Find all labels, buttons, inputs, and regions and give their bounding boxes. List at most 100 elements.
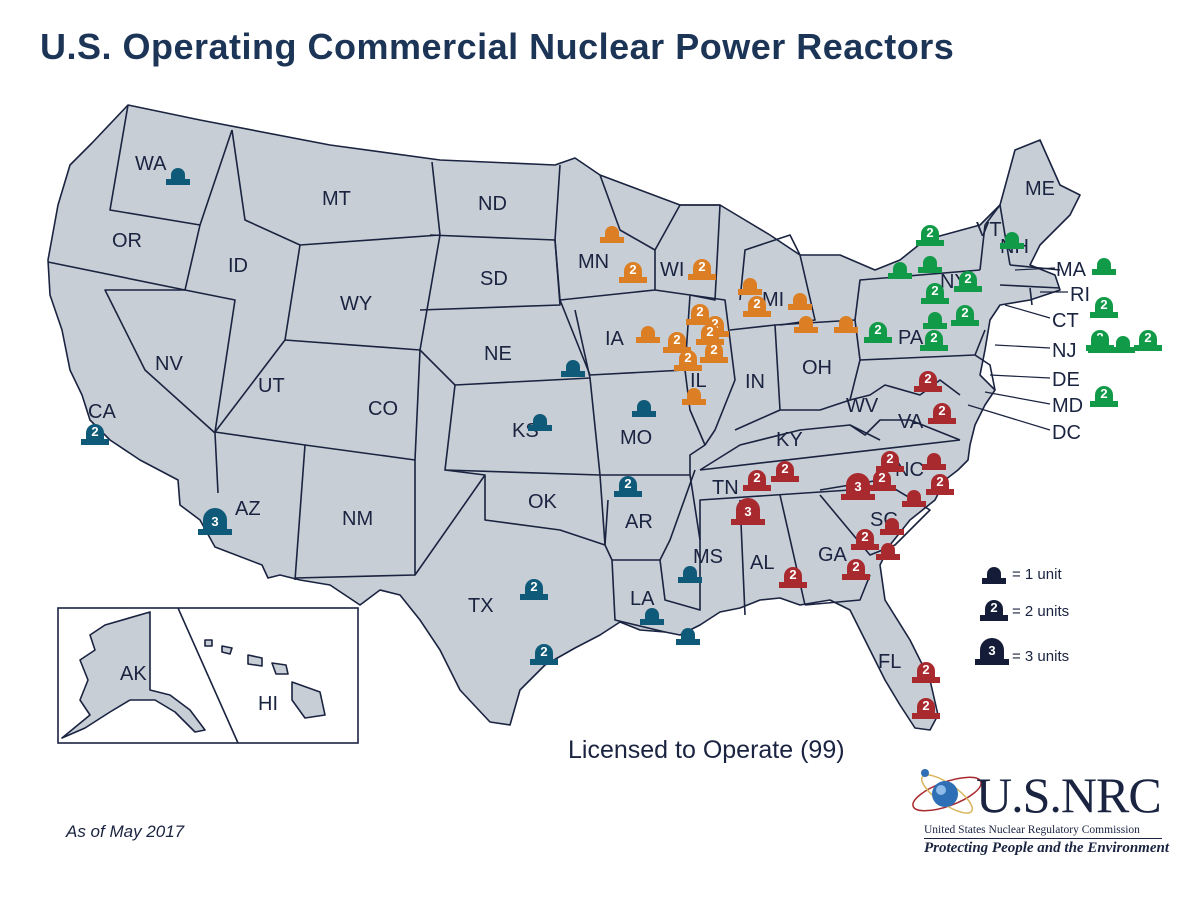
reactor-marker-ne [561, 360, 585, 377]
reactor-unit-count: 2 [753, 296, 760, 311]
reactor-marker-nc: 2 [926, 474, 954, 495]
reactor-marker-ks [528, 414, 552, 431]
reactor-unit-count: 2 [930, 330, 937, 345]
state-label-va: VA [898, 411, 924, 433]
state-label-me: ME [1025, 178, 1055, 200]
reactor-marker-pa-base [864, 337, 892, 343]
reactor-unit-count: 2 [924, 371, 931, 386]
state-label-il: IL [690, 370, 707, 392]
reactor-unit-count: 2 [684, 350, 691, 365]
reactor-marker-ma-base [1092, 269, 1116, 275]
reactor-marker-ma-dome [1097, 258, 1111, 270]
reactor-marker-ny [918, 256, 942, 273]
state-label-mo: MO [620, 427, 652, 449]
reactor-marker-nc-dome [927, 453, 941, 465]
reactor-marker-il-dome [705, 342, 723, 358]
reactor-marker-ia-base [636, 337, 660, 343]
reactor-marker-al-base [779, 582, 807, 588]
reactor-unit-count: 2 [698, 259, 705, 274]
legend-marker-one-dome [987, 567, 1001, 579]
reactor-marker-tx: 2 [520, 579, 548, 600]
state-label-ky: KY [776, 429, 803, 451]
state-label-nm: NM [342, 508, 373, 530]
state-label-ut: UT [258, 375, 285, 397]
state-label-co: CO [368, 398, 398, 420]
reactor-marker-ms-dome [683, 566, 697, 578]
reactor-marker-oh-dome [839, 316, 853, 328]
reactor-marker-ct-base [1090, 312, 1118, 318]
reactor-marker-il-dome [691, 304, 709, 320]
reactor-marker-ny-base [916, 240, 944, 246]
reactor-marker-mn [600, 226, 624, 243]
reactor-marker-il-base [686, 319, 714, 325]
reactor-unit-count: 2 [922, 698, 929, 713]
reactor-marker-nc: 2 [876, 451, 904, 472]
reactor-marker-ct-dome [1095, 297, 1113, 313]
reactor-marker-tx-base [530, 659, 558, 665]
reactor-marker-il-dome [687, 388, 701, 400]
reactor-marker-va-base [928, 418, 956, 424]
state-label-tx: TX [468, 595, 494, 617]
reactor-marker-la-base [676, 639, 700, 645]
reactor-marker-al-dome [736, 498, 760, 520]
page-title: U.S. Operating Commercial Nuclear Power … [40, 26, 955, 67]
legend-three-number: 3 [988, 643, 995, 658]
reactor-marker-mo [632, 400, 656, 417]
reactor-marker-va-dome [919, 371, 937, 387]
reactor-marker-va-base [914, 386, 942, 392]
reactor-marker-az-base [198, 529, 232, 535]
reactor-unit-count: 3 [211, 514, 218, 529]
state-label-md: MD [1052, 395, 1083, 417]
reactor-marker-ga: 2 [842, 559, 870, 580]
reactor-marker-ga-dome [856, 529, 874, 545]
reactor-marker-il: 2 [674, 350, 702, 371]
legend-marker-three-dome [980, 638, 1004, 660]
reactor-marker-la [676, 628, 700, 645]
reactor-marker-ny-dome [923, 256, 937, 268]
reactor-marker-ga-dome [847, 559, 865, 575]
reactor-marker-ga-base [851, 544, 879, 550]
reactor-marker-tn: 2 [771, 461, 799, 482]
legend-marker-two: 2 [980, 600, 1008, 621]
reactor-marker-tx-dome [535, 644, 553, 660]
state-label-ak: AK [120, 663, 147, 685]
reactor-marker-ar-dome [619, 476, 637, 492]
state-borders [47, 104, 1061, 633]
reactor-marker-mi-dome [748, 296, 766, 312]
legend-marker-two-base [980, 615, 1008, 621]
reactor-marker-nj-dome [1139, 330, 1157, 346]
legend-two-units: = 2 units [1012, 603, 1070, 620]
reactor-unit-count: 2 [861, 529, 868, 544]
state-label-nd: ND [478, 193, 507, 215]
reactor-marker-mi-dome [793, 293, 807, 305]
reactor-marker-fl-base [912, 677, 940, 683]
reactor-marker-nc-base [926, 489, 954, 495]
reactor-marker-sc: 3 [841, 473, 875, 500]
reactor-marker-il-base [700, 357, 728, 363]
reactor-marker-nh-base [1000, 243, 1024, 249]
reactor-marker-la-dome [681, 628, 695, 640]
reactor-marker-il-base [696, 339, 724, 345]
reactor-marker-sc-base [868, 485, 896, 491]
reactor-marker-al-base [731, 519, 765, 525]
state-labels: WA OR CA ID NV MT WY UT AZ CO NM ND SD N… [88, 153, 1090, 715]
reactor-marker-nj [1111, 336, 1135, 353]
reactor-marker-sc: 2 [868, 470, 896, 491]
reactor-marker-mi [794, 316, 818, 333]
reactor-unit-count: 2 [696, 304, 703, 319]
reactor-marker-nc-dome [931, 474, 949, 490]
state-label-ma: MA [1056, 259, 1087, 281]
reactor-marker-sc-base [876, 554, 900, 560]
reactor-unit-count: 2 [852, 559, 859, 574]
reactor-marker-tn-base [743, 485, 771, 491]
reactor-marker-il: 2 [700, 342, 728, 363]
state-label-ar: AR [625, 511, 653, 533]
reactor-marker-il-base [682, 399, 706, 405]
reactor-unit-count: 2 [874, 322, 881, 337]
state-label-fl: FL [878, 651, 901, 673]
reactor-unit-count: 2 [964, 271, 971, 286]
state-label-wv: WV [846, 395, 879, 417]
reactor-marker-ga-base [842, 574, 870, 580]
hawaii-shape [204, 639, 326, 719]
